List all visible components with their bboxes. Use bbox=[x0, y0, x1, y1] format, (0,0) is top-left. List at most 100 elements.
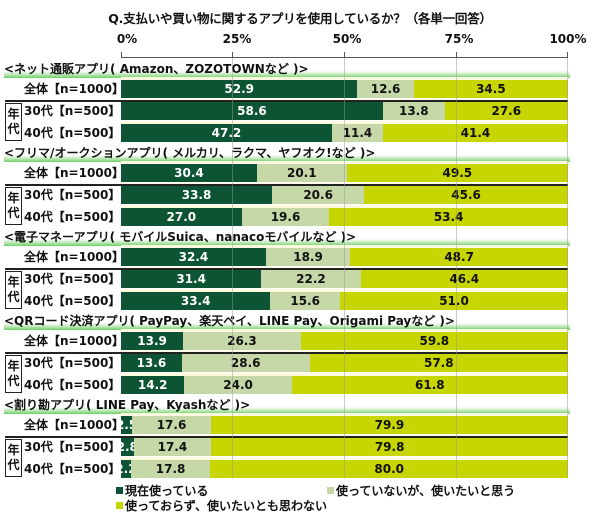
chart-title: Q.支払いや買い物に関するアプリを使用しているか？（各単一回答） bbox=[108, 11, 492, 26]
gridline-100 bbox=[567, 58, 568, 478]
stacked-bar: 33.4 15.6 51.0 bbox=[121, 292, 568, 310]
tick-label-50: 50% bbox=[332, 32, 362, 46]
age-label-char: 年 bbox=[7, 443, 20, 457]
segment-want-to-use: 19.6 bbox=[241, 208, 330, 226]
legend-swatch-dark-green bbox=[116, 487, 123, 494]
stacked-bar: 30.4 20.1 49.5 bbox=[121, 164, 568, 182]
segment-currently-using: 33.4 bbox=[121, 292, 271, 310]
row-label: 40代【n=500】 bbox=[24, 126, 121, 140]
segment-no-intent: 57.8 bbox=[309, 354, 568, 372]
stacked-bar: 47.2 11.4 41.4 bbox=[121, 124, 568, 142]
segment-want-to-use: 26.3 bbox=[183, 332, 301, 350]
gridline-75 bbox=[456, 58, 457, 478]
segment-want-to-use: 28.6 bbox=[181, 354, 310, 372]
tick-mark bbox=[567, 52, 568, 58]
stacked-bar: 13.6 28.6 57.8 bbox=[121, 354, 568, 372]
segment-want-to-use: 15.6 bbox=[270, 292, 341, 310]
stacked-bar: 31.4 22.2 46.4 bbox=[121, 270, 568, 288]
section-header: <QRコード決済アプリ( PayPay、楽天ペイ、LINE Pay、Origam… bbox=[4, 314, 570, 330]
legend-item-want-to-use: 使っていないが、使いたいと思う bbox=[327, 482, 515, 499]
age-label-char: 年 bbox=[7, 275, 20, 289]
segment-currently-using: 32.4 bbox=[121, 248, 266, 266]
row-label: 30代【n=500】 bbox=[24, 440, 121, 454]
age-group-label: 年代 bbox=[5, 103, 22, 141]
legend-swatch-yellow-green bbox=[116, 502, 123, 509]
legend-label: 現在使っている bbox=[125, 484, 209, 498]
segment-want-to-use: 22.2 bbox=[261, 270, 361, 288]
age-label-char: 代 bbox=[7, 458, 20, 472]
stacked-bar: 58.6 13.8 27.6 bbox=[121, 102, 568, 120]
tick-label-100: 100% bbox=[549, 32, 587, 46]
row-label: 全体【n=1000】 bbox=[24, 166, 124, 180]
stacked-bar: 13.9 26.3 59.8 bbox=[121, 332, 568, 350]
x-axis-labels: 0% 25% 50% 75% 100% bbox=[0, 32, 600, 48]
legend-label: 使っておらず、使いたいとも思わない bbox=[125, 499, 327, 513]
section-header: <ネット通販アプリ( Amazon、ZOZOTOWNなど )> bbox=[4, 62, 570, 78]
segment-no-intent: 48.7 bbox=[350, 248, 568, 266]
stacked-bar: 32.4 18.9 48.7 bbox=[121, 248, 568, 266]
segment-currently-using: 58.6 bbox=[121, 102, 383, 120]
row-label: 40代【n=500】 bbox=[24, 378, 121, 392]
segment-currently-using: 13.9 bbox=[121, 332, 184, 350]
age-label-char: 代 bbox=[7, 290, 20, 304]
segment-currently-using: 2.5 bbox=[115, 416, 138, 434]
age-group-label: 年代 bbox=[5, 439, 22, 477]
row-label: 40代【n=500】 bbox=[24, 462, 121, 476]
legend-item-no-intent: 使っておらず、使いたいとも思わない bbox=[116, 497, 327, 514]
section-header: <フリマ/オークションアプリ( メルカリ、ラクマ、ヤフオク!など )> bbox=[4, 146, 570, 162]
segment-currently-using: 52.9 bbox=[121, 80, 358, 98]
age-group-label: 年代 bbox=[5, 355, 22, 393]
stacked-bar: 27.0 19.6 53.4 bbox=[121, 208, 568, 226]
segment-want-to-use: 11.4 bbox=[331, 124, 383, 142]
gridline-25 bbox=[232, 58, 233, 478]
stacked-bar: 2.5 17.6 79.9 bbox=[115, 416, 568, 434]
segment-no-intent: 51.0 bbox=[340, 292, 568, 310]
segment-want-to-use: 18.9 bbox=[265, 248, 351, 266]
segment-want-to-use: 12.6 bbox=[357, 80, 414, 98]
segment-no-intent: 79.9 bbox=[210, 416, 568, 434]
tick-label-75: 75% bbox=[444, 32, 474, 46]
age-label-char: 年 bbox=[7, 191, 20, 205]
segment-no-intent: 59.8 bbox=[300, 332, 568, 350]
stacked-bar: 14.2 24.0 61.8 bbox=[121, 376, 568, 394]
tick-mark bbox=[121, 52, 122, 58]
age-label-char: 代 bbox=[7, 122, 20, 136]
row-label: 全体【n=1000】 bbox=[24, 82, 124, 96]
tick-mark bbox=[456, 52, 457, 58]
segment-currently-using: 27.0 bbox=[121, 208, 242, 226]
row-separator bbox=[5, 436, 568, 438]
segment-currently-using: 14.2 bbox=[121, 376, 185, 394]
segment-currently-using: 31.4 bbox=[121, 270, 262, 288]
row-label: 全体【n=1000】 bbox=[24, 334, 124, 348]
segment-want-to-use: 20.6 bbox=[272, 186, 365, 204]
segment-no-intent: 41.4 bbox=[382, 124, 568, 142]
row-label: 30代【n=500】 bbox=[24, 104, 121, 118]
tick-label-25: 25% bbox=[222, 32, 252, 46]
stacked-bar: 33.8 20.6 45.6 bbox=[121, 186, 568, 204]
age-group-label: 年代 bbox=[5, 271, 22, 309]
segment-no-intent: 34.5 bbox=[413, 80, 568, 98]
segment-want-to-use: 20.1 bbox=[256, 164, 347, 182]
stacked-bar: 52.9 12.6 34.5 bbox=[121, 80, 568, 98]
segment-no-intent: 79.8 bbox=[211, 438, 568, 456]
segment-want-to-use: 17.8 bbox=[130, 460, 211, 478]
legend-swatch-light-green bbox=[327, 487, 334, 494]
row-label: 30代【n=500】 bbox=[24, 188, 121, 202]
row-label: 全体【n=1000】 bbox=[24, 418, 124, 432]
segment-currently-using: 2.8 bbox=[116, 438, 138, 456]
segment-currently-using: 30.4 bbox=[121, 164, 257, 182]
tick-mark bbox=[344, 52, 345, 58]
row-separator bbox=[5, 352, 568, 354]
segment-no-intent: 80.0 bbox=[210, 460, 568, 478]
segment-currently-using: 47.2 bbox=[121, 124, 332, 142]
row-label: 30代【n=500】 bbox=[24, 272, 121, 286]
tick-mark bbox=[232, 52, 233, 58]
legend-label: 使っていないが、使いたいと思う bbox=[336, 484, 516, 498]
segment-no-intent: 49.5 bbox=[346, 164, 568, 182]
age-label-char: 代 bbox=[7, 206, 20, 220]
segment-want-to-use: 24.0 bbox=[184, 376, 292, 394]
segment-want-to-use: 17.4 bbox=[133, 438, 212, 456]
segment-no-intent: 61.8 bbox=[291, 376, 568, 394]
stacked-bar: 2.2 17.8 80.0 bbox=[115, 460, 568, 478]
segment-want-to-use: 17.6 bbox=[132, 416, 211, 434]
